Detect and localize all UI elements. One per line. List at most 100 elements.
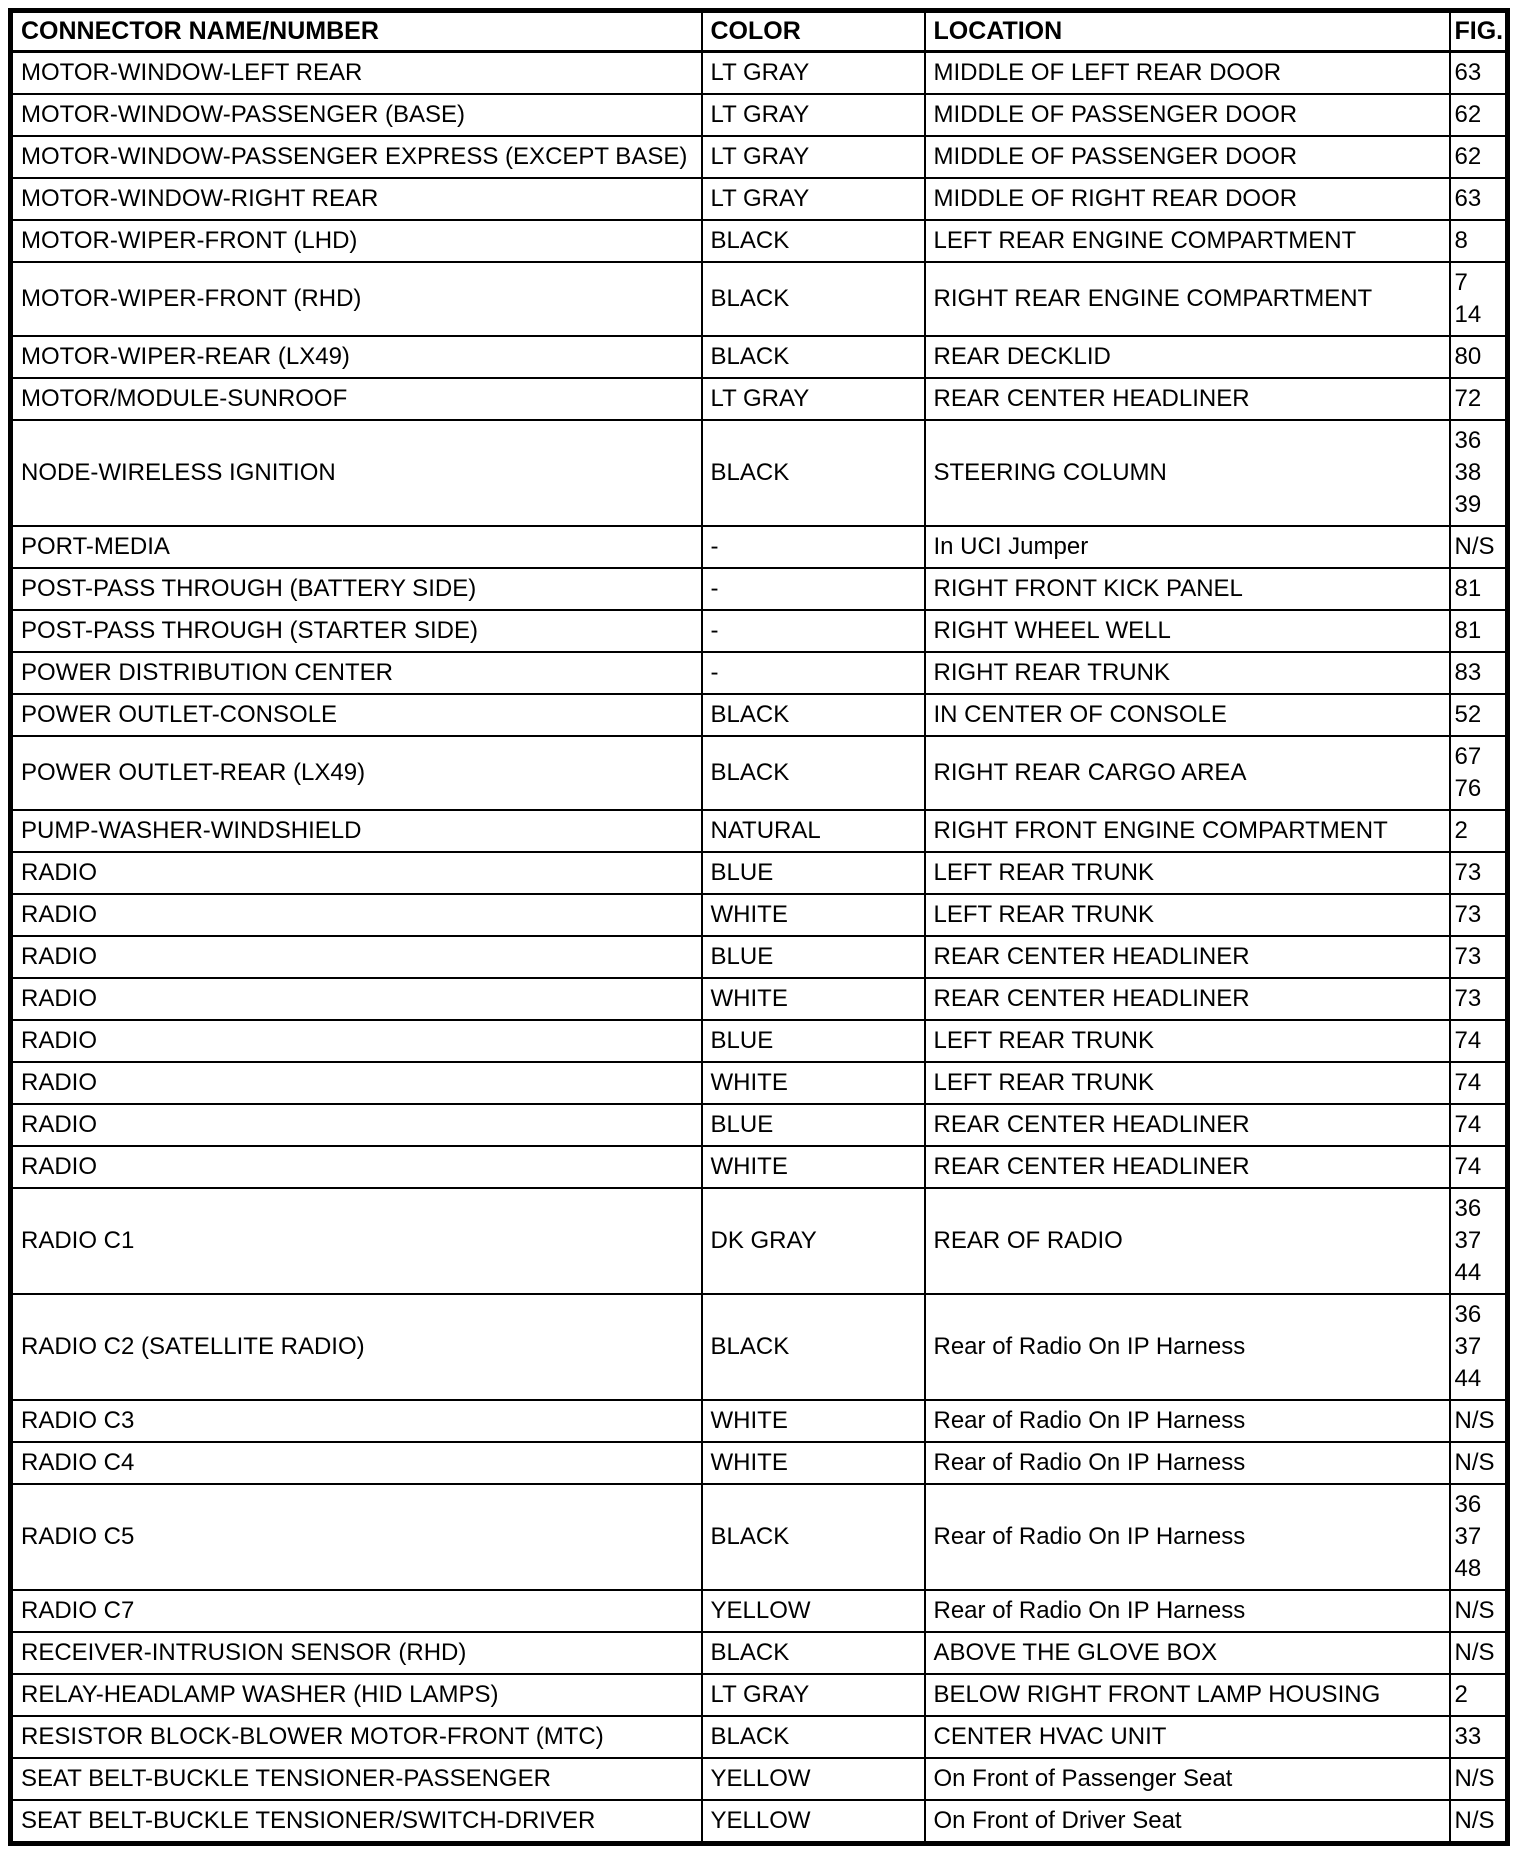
connector-location-cell: LEFT REAR TRUNK xyxy=(923,851,1451,895)
table-row: PUMP-WASHER-WINDSHIELD NATURAL RIGHT FRO… xyxy=(9,809,1509,853)
connector-location-cell: MIDDLE OF PASSENGER DOOR xyxy=(923,93,1451,137)
connector-name-cell: RADIO C7 xyxy=(9,1589,703,1633)
connector-location-cell: ABOVE THE GLOVE BOX xyxy=(923,1631,1451,1675)
connector-location-cell: MIDDLE OF RIGHT REAR DOOR xyxy=(923,177,1451,221)
connector-color-cell: BLUE xyxy=(700,935,926,979)
connector-name-cell: SEAT BELT-BUCKLE TENSIONER-PASSENGER xyxy=(9,1757,703,1801)
connector-name-cell: POWER DISTRIBUTION CENTER xyxy=(9,651,703,695)
connector-name-cell: RADIO xyxy=(9,1061,703,1105)
connector-location-cell: REAR OF RADIO xyxy=(923,1187,1451,1295)
connector-color-cell: LT GRAY xyxy=(700,1673,926,1717)
connector-name-cell: MOTOR-WINDOW-PASSENGER (BASE) xyxy=(9,93,703,137)
connector-name-cell: RADIO xyxy=(9,1019,703,1063)
connector-name-cell: PUMP-WASHER-WINDSHIELD xyxy=(9,809,703,853)
connector-color-cell: LT GRAY xyxy=(700,177,926,221)
connector-fig-cell: N/S xyxy=(1448,1799,1509,1845)
connector-location-cell: In UCI Jumper xyxy=(923,525,1451,569)
connector-color-cell: YELLOW xyxy=(700,1799,926,1845)
connector-location-cell: LEFT REAR ENGINE COMPARTMENT xyxy=(923,219,1451,263)
connector-color-cell: YELLOW xyxy=(700,1757,926,1801)
table-row: RADIO BLUE LEFT REAR TRUNK 74 xyxy=(9,1019,1509,1063)
column-header-fig: FIG. xyxy=(1448,9,1509,53)
table-row: RADIO C3 WHITE Rear of Radio On IP Harne… xyxy=(9,1399,1509,1443)
connector-location-cell: LEFT REAR TRUNK xyxy=(923,1019,1451,1063)
table-row: MOTOR/MODULE-SUNROOF LT GRAY REAR CENTER… xyxy=(9,377,1509,421)
connector-fig-cell: 33 xyxy=(1448,1715,1509,1759)
table-row: SEAT BELT-BUCKLE TENSIONER/SWITCH-DRIVER… xyxy=(9,1799,1509,1845)
table-row: RADIO C2 (SATELLITE RADIO) BLACK Rear of… xyxy=(9,1293,1509,1401)
connector-name-cell: MOTOR/MODULE-SUNROOF xyxy=(9,377,703,421)
connector-name-cell: RADIO xyxy=(9,851,703,895)
connector-location-cell: RIGHT REAR CARGO AREA xyxy=(923,735,1451,811)
header-row: CONNECTOR NAME/NUMBER COLOR LOCATION FIG… xyxy=(9,9,1509,53)
table-row: RADIO WHITE REAR CENTER HEADLINER 74 xyxy=(9,1145,1509,1189)
connector-name-cell: PORT-MEDIA xyxy=(9,525,703,569)
connector-color-cell: WHITE xyxy=(700,893,926,937)
connector-location-cell: REAR CENTER HEADLINER xyxy=(923,1145,1451,1189)
table-row: MOTOR-WINDOW-LEFT REAR LT GRAY MIDDLE OF… xyxy=(9,50,1509,95)
table-row: RECEIVER-INTRUSION SENSOR (RHD) BLACK AB… xyxy=(9,1631,1509,1675)
connector-color-cell: - xyxy=(700,651,926,695)
connector-fig-cell: 36 37 44 xyxy=(1448,1187,1509,1295)
table-row: RESISTOR BLOCK-BLOWER MOTOR-FRONT (MTC) … xyxy=(9,1715,1509,1759)
connector-fig-cell: 36 37 44 xyxy=(1448,1293,1509,1401)
connector-location-cell: On Front of Passenger Seat xyxy=(923,1757,1451,1801)
connector-fig-cell: 2 xyxy=(1448,809,1509,853)
connector-color-cell: WHITE xyxy=(700,1441,926,1485)
connector-fig-cell: 67 76 xyxy=(1448,735,1509,811)
connector-name-cell: MOTOR-WIPER-FRONT (LHD) xyxy=(9,219,703,263)
table-row: PORT-MEDIA - In UCI Jumper N/S xyxy=(9,525,1509,569)
table-row: RADIO BLUE LEFT REAR TRUNK 73 xyxy=(9,851,1509,895)
table-row: POWER DISTRIBUTION CENTER - RIGHT REAR T… xyxy=(9,651,1509,695)
table-header: CONNECTOR NAME/NUMBER COLOR LOCATION FIG… xyxy=(9,9,1509,53)
connector-color-cell: BLUE xyxy=(700,1103,926,1147)
connector-color-cell: WHITE xyxy=(700,1399,926,1443)
connector-location-cell: RIGHT WHEEL WELL xyxy=(923,609,1451,653)
connector-name-cell: POWER OUTLET-REAR (LX49) xyxy=(9,735,703,811)
connector-fig-cell: N/S xyxy=(1448,525,1509,569)
connector-color-cell: DK GRAY xyxy=(700,1187,926,1295)
column-header-connector-name: CONNECTOR NAME/NUMBER xyxy=(9,9,703,53)
table-row: RADIO WHITE REAR CENTER HEADLINER 73 xyxy=(9,977,1509,1021)
connector-location-cell: REAR DECKLID xyxy=(923,335,1451,379)
table-row: RADIO C5 BLACK Rear of Radio On IP Harne… xyxy=(9,1483,1509,1591)
connector-fig-cell: 81 xyxy=(1448,567,1509,611)
connector-name-cell: POWER OUTLET-CONSOLE xyxy=(9,693,703,737)
connector-color-cell: BLACK xyxy=(700,693,926,737)
connector-color-cell: BLACK xyxy=(700,219,926,263)
connector-color-cell: NATURAL xyxy=(700,809,926,853)
connector-color-cell: BLUE xyxy=(700,1019,926,1063)
connector-name-cell: MOTOR-WINDOW-RIGHT REAR xyxy=(9,177,703,221)
connector-color-cell: - xyxy=(700,567,926,611)
connector-location-cell: CENTER HVAC UNIT xyxy=(923,1715,1451,1759)
connector-name-cell: RADIO xyxy=(9,977,703,1021)
connector-location-cell: LEFT REAR TRUNK xyxy=(923,1061,1451,1105)
table-row: RELAY-HEADLAMP WASHER (HID LAMPS) LT GRA… xyxy=(9,1673,1509,1717)
connector-fig-cell: 2 xyxy=(1448,1673,1509,1717)
connector-name-cell: MOTOR-WINDOW-LEFT REAR xyxy=(9,50,703,95)
connector-color-cell: BLACK xyxy=(700,419,926,527)
connector-color-cell: LT GRAY xyxy=(700,135,926,179)
connector-fig-cell: 36 38 39 xyxy=(1448,419,1509,527)
connector-fig-cell: 74 xyxy=(1448,1019,1509,1063)
connector-location-cell: LEFT REAR TRUNK xyxy=(923,893,1451,937)
connector-fig-cell: N/S xyxy=(1448,1589,1509,1633)
connector-fig-cell: 73 xyxy=(1448,893,1509,937)
connector-location-cell: RIGHT REAR ENGINE COMPARTMENT xyxy=(923,261,1451,337)
connector-fig-cell: 52 xyxy=(1448,693,1509,737)
connector-fig-cell: 73 xyxy=(1448,977,1509,1021)
connector-fig-cell: N/S xyxy=(1448,1399,1509,1443)
connector-color-cell: BLACK xyxy=(700,1483,926,1591)
connector-location-cell: MIDDLE OF LEFT REAR DOOR xyxy=(923,50,1451,95)
table-row: POST-PASS THROUGH (STARTER SIDE) - RIGHT… xyxy=(9,609,1509,653)
connector-name-cell: RADIO xyxy=(9,893,703,937)
connector-fig-cell: 63 xyxy=(1448,177,1509,221)
connector-name-cell: RADIO C5 xyxy=(9,1483,703,1591)
connector-location-cell: REAR CENTER HEADLINER xyxy=(923,935,1451,979)
connector-color-cell: WHITE xyxy=(700,1145,926,1189)
column-header-color: COLOR xyxy=(700,9,926,53)
connector-fig-cell: 72 xyxy=(1448,377,1509,421)
connector-color-cell: - xyxy=(700,609,926,653)
connector-name-cell: RADIO xyxy=(9,1145,703,1189)
column-header-location: LOCATION xyxy=(923,9,1451,53)
